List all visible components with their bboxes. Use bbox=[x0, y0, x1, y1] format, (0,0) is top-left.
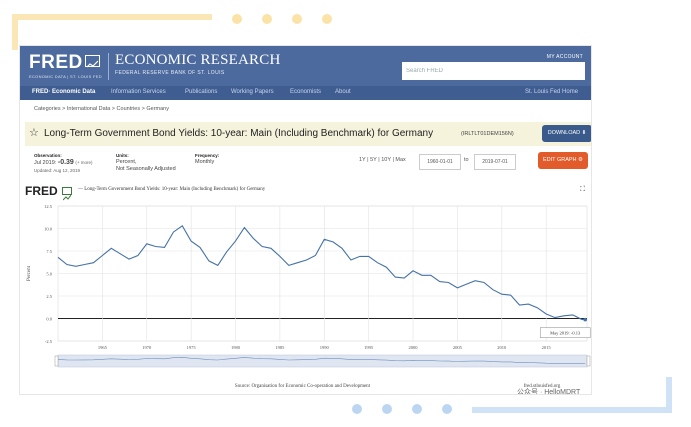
y-tick-label: -2.5 bbox=[45, 339, 53, 344]
x-tick-label: 1970 bbox=[142, 345, 152, 350]
start-date-input[interactable]: 1960-01-01 bbox=[419, 154, 461, 170]
x-tick-label: 2010 bbox=[497, 345, 507, 350]
main-nav: FRED· Economic Data Information Services… bbox=[20, 86, 591, 100]
series-title: Long-Term Government Bond Yields: 10-yea… bbox=[44, 128, 434, 139]
expand-icon[interactable]: ⛶ bbox=[580, 186, 585, 193]
frequency-label: Frequency: bbox=[195, 153, 220, 158]
site-header: FRED ECONOMIC DATA | ST. LOUIS FED ECONO… bbox=[20, 46, 591, 86]
observation-more-link[interactable]: (+ more) bbox=[75, 160, 93, 165]
my-account-link[interactable]: MY ACCOUNT bbox=[546, 54, 583, 60]
frequency-block: Frequency: Monthly bbox=[195, 152, 219, 166]
chart-graph-icon bbox=[62, 187, 72, 201]
star-icon[interactable]: ☆ bbox=[29, 127, 39, 139]
observation-label: Observation: bbox=[34, 153, 62, 158]
frequency-value: Monthly bbox=[195, 159, 215, 165]
y-tick-label: 0.0 bbox=[46, 317, 52, 322]
chart-source: Source: Organisation for Economic Co-ope… bbox=[235, 384, 371, 389]
y-tick-label: 2.5 bbox=[46, 294, 52, 299]
decorative-dot bbox=[412, 404, 422, 414]
decorative-dot bbox=[292, 14, 302, 24]
nav-item-working-papers[interactable]: Working Papers bbox=[231, 89, 274, 95]
nav-item-fred[interactable]: FRED· Economic Data bbox=[32, 89, 96, 95]
decorative-dot bbox=[352, 404, 362, 414]
y-tick-label: 10.0 bbox=[44, 227, 53, 232]
download-button[interactable]: DOWNLOAD ⬇ bbox=[542, 125, 591, 142]
nav-item-economists[interactable]: Economists bbox=[290, 89, 322, 95]
x-tick-label: 1975 bbox=[187, 345, 197, 350]
fred-graph-icon bbox=[85, 55, 100, 68]
range-buttons[interactable]: 1Y | 5Y | 10Y | Max bbox=[359, 157, 406, 163]
x-tick-label: 2015 bbox=[542, 345, 552, 350]
series-title-bar: ☆ Long-Term Government Bond Yields: 10-y… bbox=[25, 122, 591, 146]
edit-graph-button[interactable]: EDIT GRAPH ⚙ bbox=[538, 152, 588, 169]
fred-logo[interactable]: FRED bbox=[29, 52, 83, 73]
observation-block: Observation: Jul 2019: -0.39 (+ more) Up… bbox=[34, 152, 93, 174]
series-line bbox=[57, 225, 586, 321]
chart-title: — Long-Term Government Bond Yields: 10-y… bbox=[78, 187, 266, 192]
watermark-text: 公众号 · HelloMDRT bbox=[517, 389, 581, 395]
decorative-dot bbox=[322, 14, 332, 24]
header-divider bbox=[108, 53, 109, 80]
to-label: to bbox=[464, 157, 469, 163]
range-navigator bbox=[57, 354, 588, 368]
search-input[interactable] bbox=[402, 62, 585, 80]
end-date-input[interactable]: 2019-07-01 bbox=[474, 154, 516, 170]
x-tick-label: 1995 bbox=[364, 345, 374, 350]
observation-value: -0.39 bbox=[57, 159, 74, 166]
observation-date: Jul 2019: bbox=[34, 160, 57, 166]
decorative-dot bbox=[382, 404, 392, 414]
chart-panel: FRED — Long-Term Government Bond Yields:… bbox=[20, 181, 592, 395]
nav-item-about[interactable]: About bbox=[335, 89, 351, 95]
decorative-bar-right bbox=[666, 377, 672, 413]
units-block: Units: Percent, Not Seasonally Adjusted bbox=[116, 152, 176, 173]
logo-subtitle: ECONOMIC DATA | ST. LOUIS FED bbox=[29, 74, 102, 79]
hover-point bbox=[583, 317, 588, 322]
decorative-dot bbox=[262, 14, 272, 24]
tooltip-text: May 2019: -0.13 bbox=[550, 331, 581, 336]
header-title[interactable]: ECONOMIC RESEARCH bbox=[115, 52, 281, 68]
decorative-dot bbox=[442, 404, 452, 414]
x-tick-label: 1990 bbox=[320, 345, 330, 350]
decorative-dot bbox=[232, 14, 242, 24]
chart-url: fred.stlouisfed.org bbox=[524, 384, 561, 389]
y-tick-label: 7.5 bbox=[46, 249, 52, 254]
y-axis-label: Percent bbox=[27, 265, 32, 281]
line-chart[interactable]: 12.5 10.0 7.5 5.0 2.5 0.0 -2.5 1965 1970 1975 1980… bbox=[20, 181, 592, 395]
header-subtitle: FEDERAL RESERVE BANK OF ST. LOUIS bbox=[115, 70, 225, 76]
tooltip-box bbox=[539, 327, 591, 338]
x-tick-label: 1980 bbox=[231, 345, 241, 350]
breadcrumb[interactable]: Categories > International Data > Countr… bbox=[34, 106, 169, 112]
units-value: Percent, bbox=[116, 159, 137, 165]
x-tick-label: 1985 bbox=[275, 345, 285, 350]
y-tick-label: 12.5 bbox=[44, 204, 53, 209]
navigator-handle-right bbox=[586, 355, 591, 367]
nav-item-publications[interactable]: Publications bbox=[185, 89, 218, 95]
y-tick-label: 5.0 bbox=[46, 272, 52, 277]
nav-item-st-louis-fed-home[interactable]: St. Louis Fed Home bbox=[525, 89, 579, 95]
units-adjustment: Not Seasonally Adjusted bbox=[116, 166, 176, 172]
chart-fred-logo: FRED bbox=[25, 184, 58, 198]
updated-date: Updated: Aug 12, 2019 bbox=[34, 168, 81, 173]
decorative-bar-left bbox=[12, 14, 18, 50]
nav-item-information-services[interactable]: Information Services bbox=[111, 89, 166, 95]
units-label: Units: bbox=[116, 153, 129, 158]
x-tick-label: 1965 bbox=[98, 345, 108, 350]
navigator-handle-left bbox=[54, 355, 59, 367]
decorative-bar-bottom bbox=[472, 407, 672, 413]
fred-screenshot: FRED ECONOMIC DATA | ST. LOUIS FED ECONO… bbox=[19, 45, 592, 395]
navigator-line bbox=[57, 356, 586, 364]
x-tick-label: 2005 bbox=[453, 345, 463, 350]
x-tick-label: 2000 bbox=[409, 345, 419, 350]
series-id: (IRLTLT01DEM156N) bbox=[461, 131, 514, 137]
decorative-bar-top bbox=[12, 14, 212, 20]
